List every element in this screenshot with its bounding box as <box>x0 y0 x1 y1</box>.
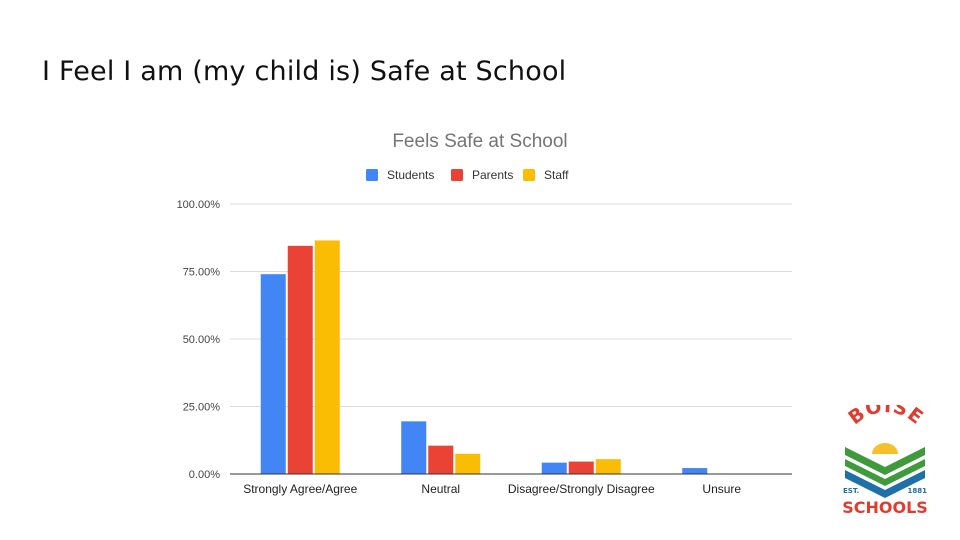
legend-swatch-parents <box>451 169 463 181</box>
bar-students-3 <box>682 468 708 474</box>
bar-students-0 <box>260 274 286 474</box>
logo-est: EST. <box>843 487 859 495</box>
boise-schools-logo: BOISE EST. 1881 SCHOOLS <box>842 405 928 517</box>
y-tick-label: 100.00% <box>177 199 221 211</box>
chart-legend: Students Parents Staff <box>366 168 569 182</box>
bar-students-1 <box>401 421 427 474</box>
logo-book-blue-icon <box>845 470 925 498</box>
x-tick-label: Unsure <box>702 482 741 496</box>
x-axis: Strongly Agree/Agree Neutral Disagree/Stro… <box>230 473 792 496</box>
logo-sun-icon <box>872 443 898 454</box>
bar-parents-2 <box>568 461 594 474</box>
logo-year: 1881 <box>908 487 928 495</box>
bar-parents-1 <box>428 445 454 474</box>
legend-label-students: Students <box>387 168 434 182</box>
legend-swatch-students <box>366 169 378 181</box>
bar-staff-0 <box>314 240 340 474</box>
bar-parents-0 <box>287 245 313 474</box>
legend-label-staff: Staff <box>544 168 569 182</box>
y-tick-label: 0.00% <box>189 469 220 481</box>
logo-book-green-lower <box>845 459 925 486</box>
y-tick-label: 50.00% <box>183 334 221 346</box>
y-tick-label: 75.00% <box>183 267 221 279</box>
chart-bars <box>260 240 708 474</box>
legend-label-parents: Parents <box>472 168 513 182</box>
chart-gridlines <box>230 203 792 407</box>
chart-title: Feels Safe at School <box>392 131 567 152</box>
logo-wordmark-top: BOISE <box>844 405 927 429</box>
y-axis: 0.00% 25.00% 50.00% 75.00% 100.00% <box>177 199 221 481</box>
bar-students-2 <box>541 462 567 474</box>
legend-swatch-staff <box>523 169 535 181</box>
x-tick-label: Strongly Agree/Agree <box>243 482 357 496</box>
bar-staff-2 <box>595 459 621 474</box>
logo-wordmark-bottom: SCHOOLS <box>842 498 928 517</box>
slide-title: I Feel I am (my child is) Safe at School <box>42 56 567 87</box>
y-tick-label: 25.00% <box>183 402 221 414</box>
bar-staff-1 <box>455 453 481 474</box>
x-tick-label: Neutral <box>421 482 460 496</box>
logo-book-green-icon <box>845 447 925 475</box>
x-tick-label: Disagree/Strongly Disagree <box>508 482 655 496</box>
